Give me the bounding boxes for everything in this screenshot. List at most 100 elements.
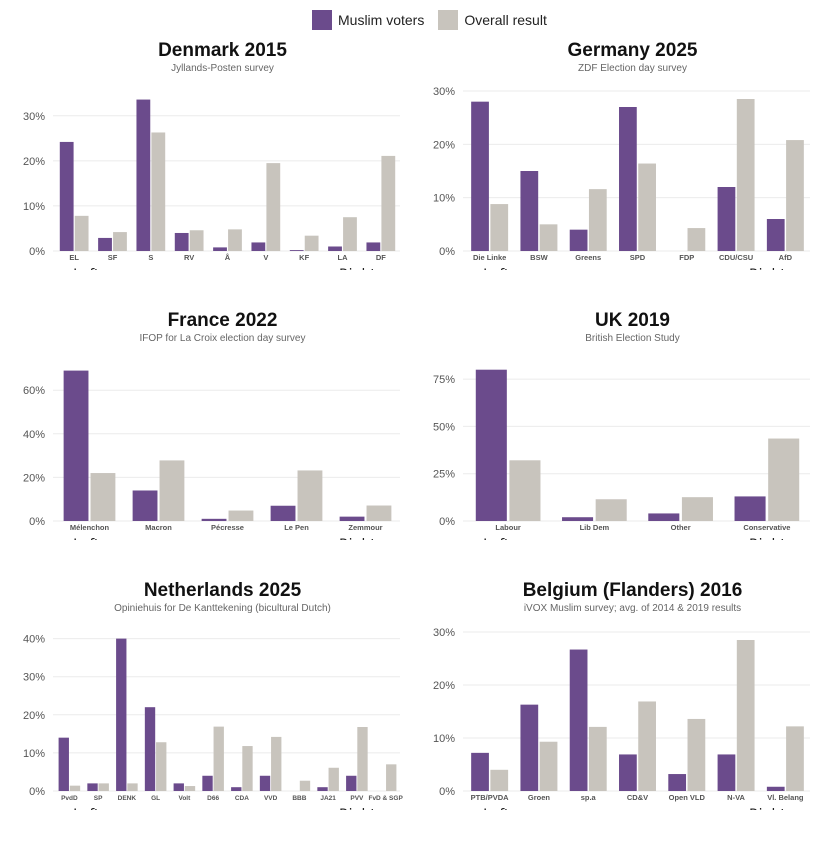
bar-muslim (259, 775, 271, 791)
panel-netherlands: 0% 10% 20% 30% 40% PvdD SP DENK GL Volt D66 CDA VVD B… (0, 540, 419, 810)
y-tick-label: 30% (433, 86, 455, 98)
bar-overall (156, 742, 167, 791)
x-tick-label: N-VA (727, 793, 745, 802)
x-tick-label: BBB (292, 795, 306, 802)
bar-muslim (520, 171, 539, 251)
x-tick-label: SF (108, 253, 118, 262)
bar-muslim (251, 242, 266, 251)
bar-muslim (201, 518, 227, 521)
x-tick-label: sp.a (581, 793, 597, 802)
bar-muslim (173, 783, 184, 791)
right-hint: Right → (749, 267, 802, 270)
bar-overall (490, 204, 509, 251)
bar-muslim (231, 787, 242, 791)
bar-muslim (289, 250, 304, 251)
chart-title: Belgium (Flanders) 2016 (522, 580, 743, 601)
y-tick-label: 20% (23, 710, 45, 722)
y-tick-label: 60% (23, 385, 45, 397)
bar-muslim (619, 754, 637, 791)
bar-overall (159, 460, 185, 521)
x-tick-label: Groen (528, 793, 551, 802)
bar-overall (266, 163, 281, 251)
bar-overall (381, 155, 396, 251)
bar-overall (786, 726, 804, 791)
y-tick-label: 30% (433, 627, 455, 639)
panel-germany: 0% 10% 20% 30% Die Linke BSW Greens SPD FDP CDU/C… (410, 0, 829, 270)
bar-overall (588, 726, 607, 791)
bar-muslim (766, 786, 785, 791)
bar-overall (74, 215, 89, 251)
x-tick-label: Vl. Belang (767, 793, 804, 802)
bar-overall (386, 764, 397, 791)
x-tick-label: Greens (575, 253, 601, 262)
bar-muslim (475, 369, 507, 521)
y-tick-label: 75% (433, 374, 455, 386)
bar-overall (228, 510, 254, 521)
bar-overall (509, 460, 541, 521)
y-tick-label: 40% (23, 429, 45, 441)
y-tick-label: 10% (23, 201, 45, 213)
x-tick-label: GL (151, 795, 160, 802)
legend-label-overall: Overall result (464, 12, 547, 28)
y-tick-label: 20% (23, 472, 45, 484)
chart-title: France 2022 (167, 310, 278, 331)
bar-muslim (202, 775, 213, 791)
chart-subtitle: ZDF Election day survey (578, 63, 687, 74)
bar-overall (213, 726, 224, 791)
legend-swatch-overall (438, 10, 459, 30)
y-tick-label: 0% (439, 246, 455, 258)
right-hint: Right → (339, 537, 392, 540)
chart-subtitle: Jyllands-Posten survey (171, 63, 274, 74)
plot-svg: 0% 10% 20% 30% 40% PvdD SP DENK GL Volt D66 CDA VVD B… (23, 634, 403, 810)
x-tick-label: Open VLD (669, 793, 706, 802)
x-tick-label: Lib Dem (580, 523, 610, 532)
y-tick-label: 0% (439, 786, 455, 798)
bar-muslim (471, 101, 489, 252)
x-tick-label: FvD & SGP (368, 795, 403, 802)
legend-label-muslim: Muslim voters (338, 12, 425, 28)
bar-muslim (87, 783, 98, 791)
right-hint: Right → (339, 267, 392, 270)
plot-svg: 0% 25% 50% 75% Labour Lib Dem Other Conservativ… (433, 369, 810, 540)
left-hint: ← Left (467, 267, 510, 270)
bar-overall (357, 727, 368, 791)
bar-overall (98, 783, 109, 791)
bar-overall (768, 438, 800, 521)
right-hint: Right → (749, 807, 802, 810)
x-tick-label: Le Pen (284, 523, 309, 532)
bar-overall (228, 229, 242, 251)
bar-muslim (648, 513, 680, 521)
legend-swatch-muslim (312, 10, 332, 30)
panel-france: 0% 20% 40% 60% Mélenchon Macron Pécresse Le Pen… (0, 270, 419, 540)
x-tick-label: RV (184, 253, 194, 262)
chart-subtitle: iVOX Muslim survey; avg. of 2014 & 2019 … (523, 603, 742, 614)
bar-overall (343, 217, 357, 251)
left-hint: ← Left (57, 537, 100, 540)
bar-overall (638, 163, 656, 251)
y-tick-label: 10% (433, 733, 455, 745)
bar-muslim (63, 370, 89, 521)
bar-overall (90, 473, 116, 521)
right-hint: Right → (339, 807, 392, 810)
bar-overall (687, 228, 706, 251)
x-tick-label: Macron (145, 523, 172, 532)
bar-muslim (766, 219, 785, 251)
panel-belgium: 0% 10% 20% 30% PTB/PVDA Groen sp.a CD&V Open VLD… (410, 540, 829, 810)
bar-muslim (116, 638, 127, 791)
bar-muslim (136, 99, 151, 251)
bar-muslim (213, 247, 227, 251)
y-tick-label: 10% (23, 748, 45, 760)
x-tick-label: Die Linke (473, 253, 506, 262)
left-hint: ← Left (57, 267, 100, 270)
bar-overall (687, 718, 706, 791)
y-tick-label: 10% (433, 193, 455, 205)
bar-muslim (717, 754, 736, 791)
x-tick-label: AfD (779, 253, 793, 262)
chart-title: Germany 2025 (567, 40, 698, 61)
bar-muslim (520, 704, 539, 791)
bar-overall (299, 780, 311, 791)
plot-svg: 0% 10% 20% 30% PTB/PVDA Groen sp.a CD&V Open VLD… (433, 627, 810, 810)
bar-overall (127, 783, 138, 791)
x-tick-label: FDP (679, 253, 694, 262)
bar-muslim (174, 232, 189, 251)
